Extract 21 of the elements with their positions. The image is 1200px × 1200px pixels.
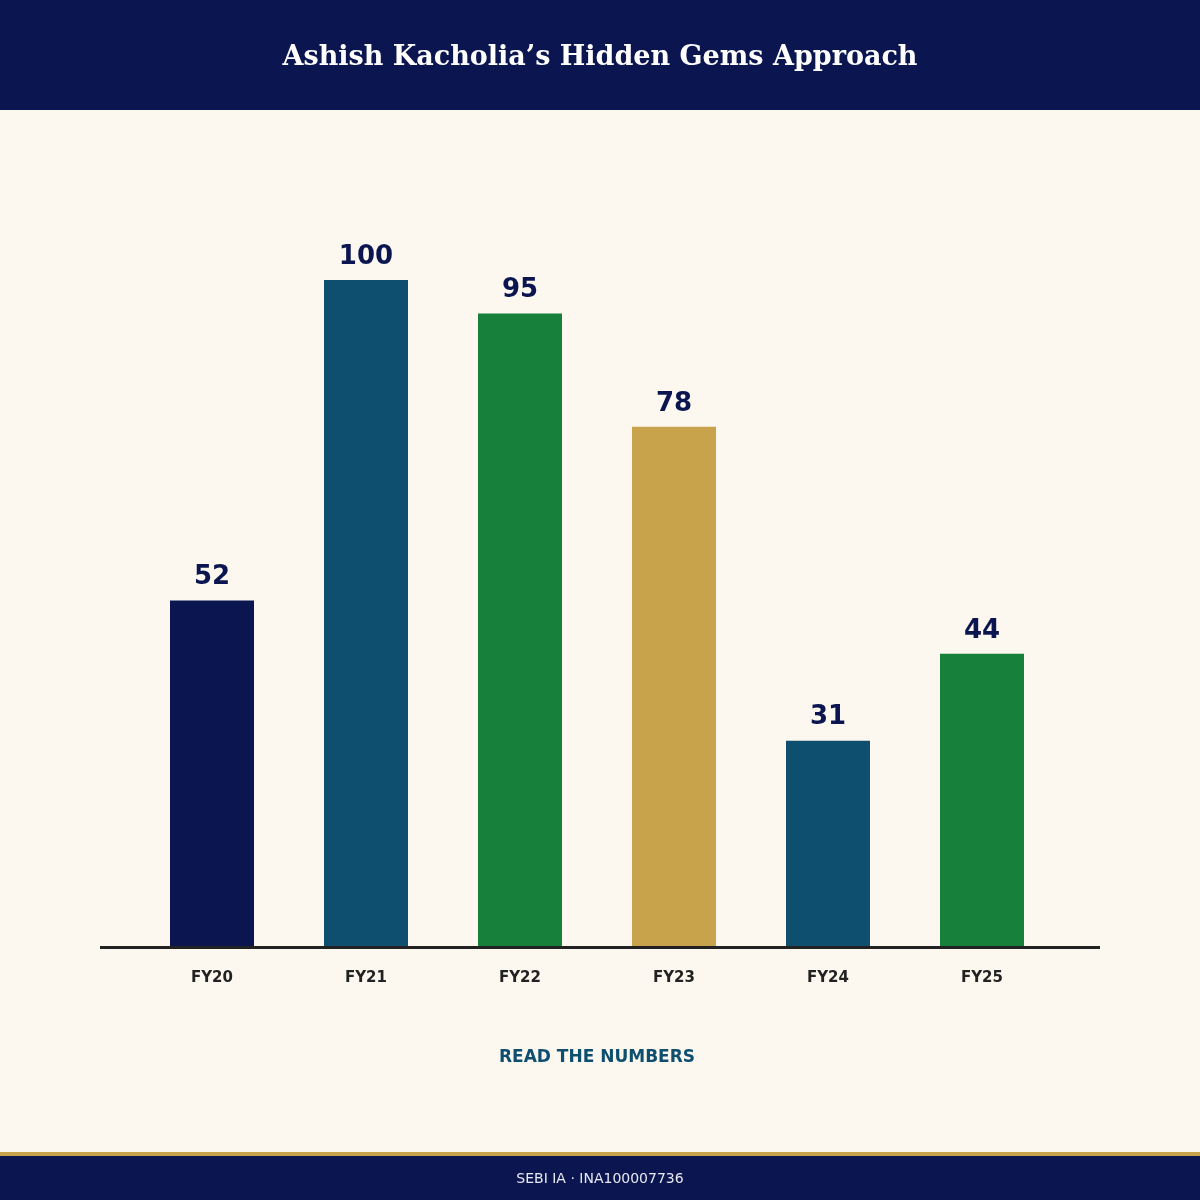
bar (940, 653, 1024, 948)
x-tick-label: FY23 (653, 968, 695, 987)
x-tick-label: FY25 (961, 968, 1003, 987)
data-label: 52 (193, 560, 231, 591)
bar (478, 313, 562, 948)
x-axis-title: READ THE NUMBERS (498, 1046, 696, 1067)
x-tick-label: FY21 (345, 968, 387, 987)
x-tick-label: FY22 (499, 968, 541, 987)
data-label: 78 (655, 386, 693, 417)
bar (324, 280, 408, 948)
bar (170, 600, 254, 948)
text: SEBI IA · INA100007736 (0, 1152, 1200, 1200)
data-label: 95 (501, 273, 539, 304)
bar (632, 426, 716, 948)
x-tick-label: FY20 (191, 968, 233, 987)
bar (786, 740, 870, 948)
x-tick-label: FY24 (807, 968, 849, 987)
chart-title: Ashish Kacholia’s Hidden Gems Approach (282, 39, 918, 71)
data-label: 100 (338, 239, 394, 270)
data-label: 31 (809, 700, 847, 731)
data-label: 44 (963, 613, 1001, 644)
